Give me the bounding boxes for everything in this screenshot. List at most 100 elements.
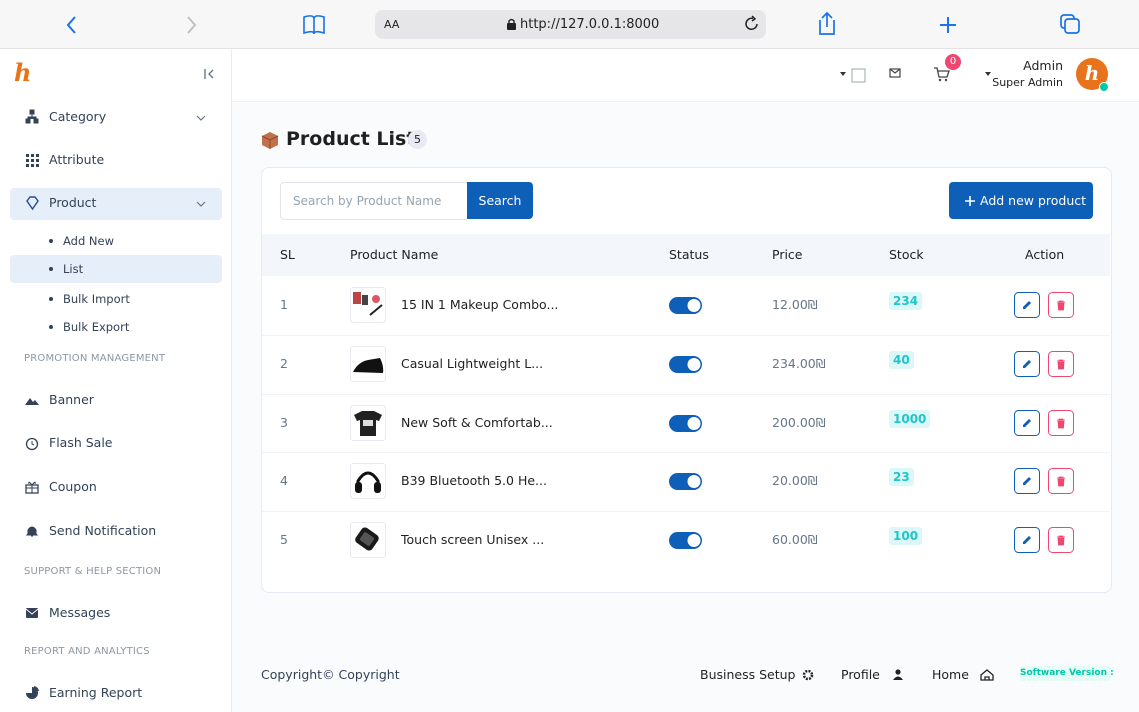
stock-badge: 40 xyxy=(889,350,914,369)
url-text[interactable]: http://127.0.0.1:8000 xyxy=(520,17,660,32)
product-price: 20.00₪ xyxy=(772,473,818,489)
add-product-label: Add new product xyxy=(980,193,1087,208)
reload-icon[interactable] xyxy=(744,15,760,32)
product-image xyxy=(350,463,386,500)
menu-icon xyxy=(25,109,39,124)
submenu-item[interactable]: Add New xyxy=(63,234,115,248)
row-sl: 2 xyxy=(280,355,288,371)
submenu-item[interactable]: Bulk Export xyxy=(63,320,130,334)
version-badge: Software Version : xyxy=(1020,666,1114,681)
browser-icons xyxy=(66,11,1080,35)
chevron xyxy=(196,201,206,207)
stock-badge: 1000 xyxy=(889,409,931,428)
column-header: Price xyxy=(772,247,803,262)
menu-item[interactable]: Send Notification xyxy=(49,523,157,538)
user-role: Super Admin xyxy=(992,76,1063,89)
column-header: Action xyxy=(1025,247,1065,262)
product-image xyxy=(350,345,386,382)
logo[interactable]: h xyxy=(14,58,32,87)
product-image xyxy=(350,404,386,441)
cart-badge: 0 xyxy=(945,54,961,70)
url-bar[interactable] xyxy=(375,10,766,39)
menu-item[interactable]: Category xyxy=(49,109,107,124)
bullet xyxy=(49,297,53,301)
collapse-icon[interactable] xyxy=(204,69,214,79)
product-card xyxy=(261,167,1112,593)
menu-icon xyxy=(26,196,39,211)
menu-icon xyxy=(25,437,39,451)
menu-item[interactable]: Messages xyxy=(49,605,111,620)
row-divider xyxy=(262,393,1110,395)
status-toggle[interactable] xyxy=(669,297,702,314)
delete-button[interactable] xyxy=(1048,468,1074,495)
status-toggle[interactable] xyxy=(669,532,702,550)
product-image xyxy=(350,287,386,323)
status-toggle[interactable] xyxy=(669,414,702,432)
menu-item[interactable]: Flash Sale xyxy=(49,435,113,450)
product-name[interactable]: New Soft & Comfortab... xyxy=(401,414,553,430)
row-divider xyxy=(262,511,1110,513)
product-name[interactable]: B39 Bluetooth 5.0 He... xyxy=(401,473,547,489)
status-toggle[interactable] xyxy=(669,473,702,491)
edit-button[interactable] xyxy=(1014,527,1040,554)
active-menu-bg xyxy=(10,188,222,220)
section-heading: PROMOTION MANAGEMENT xyxy=(24,353,166,364)
table-header xyxy=(262,234,1110,276)
edit-button[interactable] xyxy=(1014,292,1040,318)
menu-item[interactable]: Product xyxy=(49,195,97,210)
section-heading: REPORT AND ANALYTICS xyxy=(24,646,150,657)
menu-item[interactable]: Attribute xyxy=(49,152,105,167)
search-input[interactable] xyxy=(280,182,467,220)
product-price: 12.00₪ xyxy=(772,297,818,312)
column-header: Status xyxy=(669,247,709,262)
stock-badge: 234 xyxy=(889,292,923,310)
search-button[interactable]: Search xyxy=(467,182,533,219)
menu-icon xyxy=(26,686,39,699)
row-sl: 1 xyxy=(280,297,288,312)
product-price: 234.00₪ xyxy=(772,355,826,371)
column-header: SL xyxy=(280,247,295,262)
active-sub-bg xyxy=(10,255,222,283)
column-header: Stock xyxy=(889,247,924,262)
submenu-item[interactable]: List xyxy=(63,262,84,276)
row-divider xyxy=(262,452,1110,454)
delete-button[interactable] xyxy=(1048,409,1074,436)
topbar-icons xyxy=(840,67,991,83)
user-name[interactable]: Admin xyxy=(1023,58,1063,73)
menu-item[interactable]: Coupon xyxy=(49,479,97,494)
section-heading: SUPPORT & HELP SECTION xyxy=(24,566,162,577)
row-divider xyxy=(262,334,1110,336)
product-name[interactable]: 15 IN 1 Makeup Combo... xyxy=(401,297,559,312)
footer-link[interactable]: Business Setup xyxy=(700,667,796,682)
lock-icon xyxy=(507,18,516,30)
product-price: 60.00₪ xyxy=(772,532,818,548)
delete-button[interactable] xyxy=(1048,350,1074,377)
status-toggle[interactable] xyxy=(669,355,702,373)
search-placeholder: Search by Product Name xyxy=(293,194,442,208)
column-header: Product Name xyxy=(350,247,439,262)
delete-button[interactable] xyxy=(1048,292,1074,318)
footer-link[interactable]: Home xyxy=(932,667,969,682)
edit-button[interactable] xyxy=(1014,409,1040,436)
menu-item[interactable]: Banner xyxy=(49,392,94,407)
menu-item[interactable]: Earning Report xyxy=(49,685,143,700)
bullet xyxy=(49,267,53,271)
product-name[interactable]: Touch screen Unisex ... xyxy=(401,532,545,548)
count-badge: 5 xyxy=(408,130,427,149)
footer-link[interactable]: Profile xyxy=(841,667,880,682)
bullet xyxy=(49,239,53,243)
menu-icon xyxy=(26,154,39,167)
text-size[interactable]: AA xyxy=(384,18,400,31)
bullet xyxy=(49,325,53,329)
submenu-item[interactable]: Bulk Import xyxy=(63,292,130,306)
delete-button[interactable] xyxy=(1048,527,1074,554)
footer-icons xyxy=(802,669,994,681)
chevron xyxy=(196,115,206,121)
edit-button[interactable] xyxy=(1014,350,1040,377)
stock-badge: 23 xyxy=(889,468,914,487)
product-name[interactable]: Casual Lightweight L... xyxy=(401,355,544,371)
product-image xyxy=(350,522,386,559)
edit-button[interactable] xyxy=(1014,468,1040,495)
